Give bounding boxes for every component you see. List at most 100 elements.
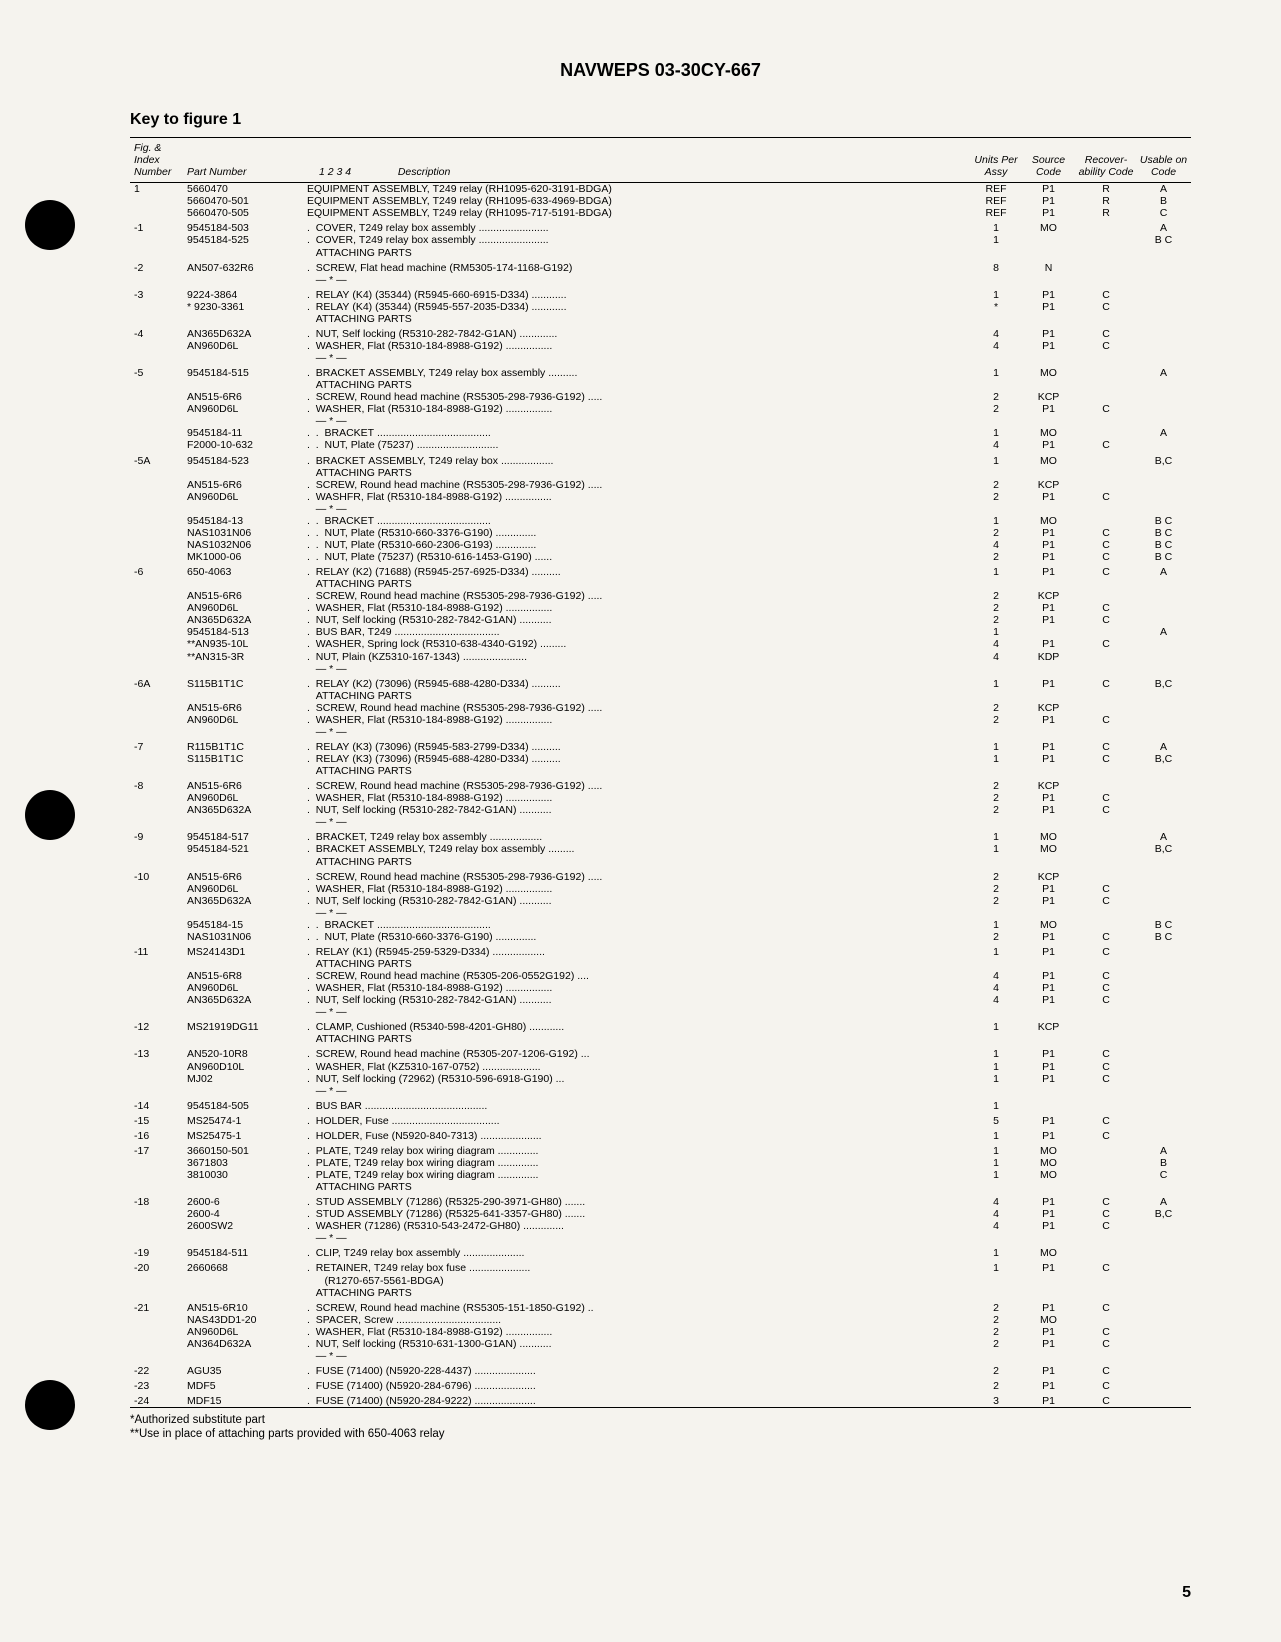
table-row: -7R115B1T1C. RELAY (K3) (73096) (R5945-5… [130,741,1191,753]
table-row: MK1000-06. . NUT, Plate (75237) (R5310-6… [130,551,1191,563]
table-row: (R1270-657-5561-BDGA) [130,1275,1191,1287]
page-number: 5 [1182,1584,1191,1602]
table-row: AN960D6L. WASHER, Flat (R5310-184-8988-G… [130,403,1191,415]
table-row: 3671803. PLATE, T249 relay box wiring di… [130,1157,1191,1169]
table-row: ATTACHING PARTS [130,856,1191,868]
table-row: ATTACHING PARTS [130,1181,1191,1193]
table-row: -6AS115B1T1C. RELAY (K2) (73096) (R5945-… [130,678,1191,690]
table-row: -8AN515-6R6. SCREW, Round head machine (… [130,780,1191,792]
table-row: -12MS21919DG11. CLAMP, Cushioned (R5340-… [130,1021,1191,1033]
table-row: — * — [130,503,1191,515]
table-row: ATTACHING PARTS [130,467,1191,479]
table-row: AN365D632A. NUT, Self locking (R5310-282… [130,895,1191,907]
binder-hole [25,790,75,840]
table-row: — * — [130,663,1191,675]
table-row: MJ02. NUT, Self locking (72962) (R5310-5… [130,1073,1191,1085]
table-row: S115B1T1C. RELAY (K3) (73096) (R5945-688… [130,753,1191,765]
table-row: AN365D632A. NUT, Self locking (R5310-282… [130,804,1191,816]
table-row: AN515-6R8. SCREW, Round head machine (R5… [130,970,1191,982]
table-row: 15660470EQUIPMENT ASSEMBLY, T249 relay (… [130,183,1191,196]
table-row: -4AN365D632A. NUT, Self locking (R5310-2… [130,328,1191,340]
table-row: AN960D6L. WASHER, Flat (R5310-184-8988-G… [130,1326,1191,1338]
table-row: 5660470-505EQUIPMENT ASSEMBLY, T249 rela… [130,207,1191,219]
table-row: **AN935-10L. WASHER, Spring lock (R5310-… [130,638,1191,650]
table-row: 5660470-501EQUIPMENT ASSEMBLY, T249 rela… [130,195,1191,207]
table-row: -24MDF15. FUSE (71400) (N5920-284-9222) … [130,1395,1191,1407]
table-row: 2600SW2. WASHER (71286) (R5310-543-2472-… [130,1220,1191,1232]
table-row: NAS43DD1-20. SPACER, Screw .............… [130,1314,1191,1326]
table-row: ATTACHING PARTS [130,1033,1191,1045]
table-row: -11MS24143D1. RELAY (K1) (R5945-259-5329… [130,946,1191,958]
table-row: — * — [130,1232,1191,1244]
parts-table-wrap: Fig. & Index Number Part Number 1 2 3 4 … [130,137,1191,1408]
table-row: * 9230-3361. RELAY (K4) (35344) (R5945-5… [130,301,1191,313]
footnote-1: *Authorized substitute part [130,1414,1191,1426]
table-row: -202660668. RETAINER, T249 relay box fus… [130,1262,1191,1274]
table-row: -22AGU35. FUSE (71400) (N5920-228-4437) … [130,1365,1191,1377]
col-header-usable: Usable on Code [1136,138,1191,183]
table-row: 9545184-15. . BRACKET ..................… [130,919,1191,931]
table-row: -199545184-511. CLIP, T249 relay box ass… [130,1247,1191,1259]
table-row: 9545184-513. BUS BAR, T249 .............… [130,626,1191,638]
table-row: — * — [130,352,1191,364]
table-row: -2AN507-632R6. SCREW, Flat head machine … [130,262,1191,274]
col-header-index: Fig. & Index Number [130,138,185,183]
table-row: AN515-6R6. SCREW, Round head machine (RS… [130,479,1191,491]
table-row: ATTACHING PARTS [130,313,1191,325]
col-header-desc: 1 2 3 4 Description [305,138,971,183]
table-row: AN364D632A. NUT, Self locking (R5310-631… [130,1338,1191,1350]
table-row: — * — [130,726,1191,738]
table-row: -10AN515-6R6. SCREW, Round head machine … [130,871,1191,883]
table-row: — * — [130,1350,1191,1362]
table-row: AN365D632A. NUT, Self locking (R5310-282… [130,994,1191,1006]
table-row: -6650-4063. RELAY (K2) (71688) (R5945-25… [130,566,1191,578]
table-row: — * — [130,274,1191,286]
table-row: AN960D6L. WASHER, Flat (R5310-184-8988-G… [130,714,1191,726]
table-row: AN960D6L. WASHER, Flat (R5310-184-8988-G… [130,602,1191,614]
table-row: ATTACHING PARTS [130,247,1191,259]
table-row: -39224-3864. RELAY (K4) (35344) (R5945-6… [130,289,1191,301]
table-row: -59545184-515. BRACKET ASSEMBLY, T249 re… [130,367,1191,379]
table-row: 3810030. PLATE, T249 relay box wiring di… [130,1169,1191,1181]
table-row: -19545184-503. COVER, T249 relay box ass… [130,222,1191,234]
table-row: AN960D6L. WASHER, Flat (R5310-184-8988-G… [130,982,1191,994]
table-row: NAS1031N06. . NUT, Plate (R5310-660-3376… [130,931,1191,943]
table-row: AN515-6R6. SCREW, Round head machine (RS… [130,590,1191,602]
table-row: -5A9545184-523. BRACKET ASSEMBLY, T249 r… [130,455,1191,467]
table-row: -15MS25474-1. HOLDER, Fuse .............… [130,1115,1191,1127]
table-row: -182600-6. STUD ASSEMBLY (71286) (R5325-… [130,1196,1191,1208]
table-row: -21AN515-6R10. SCREW, Round head machine… [130,1302,1191,1314]
col-header-recover: Recover- ability Code [1076,138,1136,183]
table-row: -23MDF5. FUSE (71400) (N5920-284-6796) .… [130,1380,1191,1392]
table-row: ATTACHING PARTS [130,578,1191,590]
binder-hole [25,200,75,250]
document-header: NAVWEPS 03-30CY-667 [130,60,1191,81]
footnotes: *Authorized substitute part **Use in pla… [130,1414,1191,1440]
table-row: 9545184-13. . BRACKET ..................… [130,515,1191,527]
table-row: — * — [130,1085,1191,1097]
table-row: NAS1032N06. . NUT, Plate (R5310-660-2306… [130,539,1191,551]
table-row: ATTACHING PARTS [130,765,1191,777]
table-row: AN960D6L. WASHER, Flat (R5310-184-8988-G… [130,883,1191,895]
table-row: -13AN520-10R8. SCREW, Round head machine… [130,1048,1191,1060]
table-row: 9545184-525. COVER, T249 relay box assem… [130,234,1191,246]
col-header-source: Source Code [1021,138,1076,183]
table-row: AN960D6L. WASHER, Flat (R5310-184-8988-G… [130,340,1191,352]
table-row: 9545184-11. . BRACKET ..................… [130,427,1191,439]
table-row: 2600-4. STUD ASSEMBLY (71286) (R5325-641… [130,1208,1191,1220]
table-row: -149545184-505. BUS BAR ................… [130,1100,1191,1112]
table-row: -173660150-501. PLATE, T249 relay box wi… [130,1145,1191,1157]
table-row: — * — [130,415,1191,427]
table-row: -99545184-517. BRACKET, T249 relay box a… [130,831,1191,843]
key-title: Key to figure 1 [130,111,1191,129]
table-row: NAS1031N06. . NUT, Plate (R5310-660-3376… [130,527,1191,539]
table-row: ATTACHING PARTS [130,690,1191,702]
table-row: AN515-6R6. SCREW, Round head machine (RS… [130,702,1191,714]
table-row: ATTACHING PARTS [130,379,1191,391]
table-row: AN960D6L. WASHER, Flat (R5310-184-8988-G… [130,792,1191,804]
table-row: F2000-10-632. . NUT, Plate (75237) .....… [130,439,1191,451]
table-row: 9545184-521. BRACKET ASSEMBLY, T249 rela… [130,843,1191,855]
col-header-part: Part Number [185,138,305,183]
table-row: — * — [130,907,1191,919]
table-row: AN365D632A. NUT, Self locking (R5310-282… [130,614,1191,626]
